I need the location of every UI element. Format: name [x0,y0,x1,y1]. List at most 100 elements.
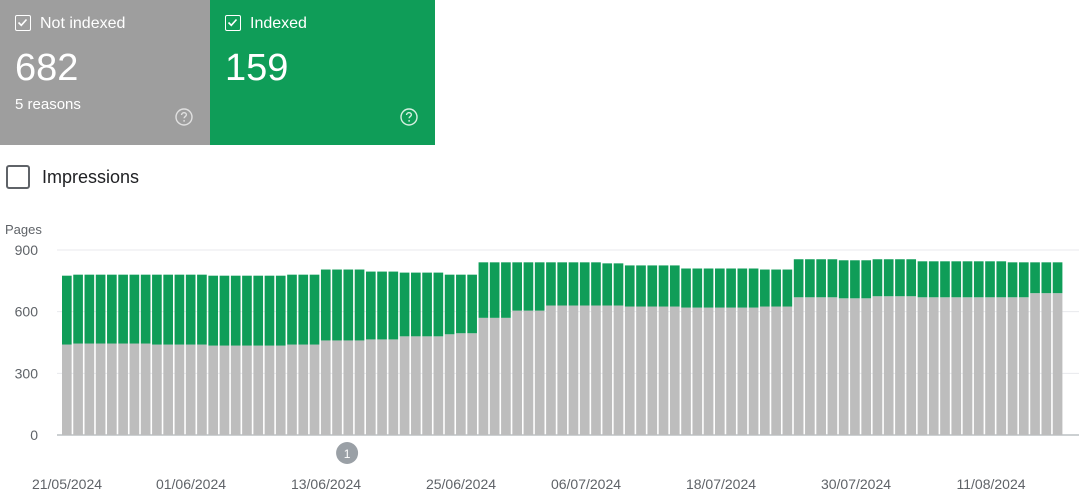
y-tick-label: 300 [15,365,39,381]
bar-indexed [962,261,973,298]
bar-indexed [850,260,860,299]
bar-not-indexed [996,297,1007,435]
bar-indexed [1018,262,1029,298]
not-indexed-card[interactable]: Not indexed 682 5 reasons [0,0,210,145]
y-axis-label: Pages [5,222,42,237]
not-indexed-count: 682 [15,47,79,89]
bar-indexed [456,274,466,334]
y-tick-label: 900 [15,242,39,258]
bar-not-indexed [433,336,444,435]
bar-indexed [1007,262,1018,298]
bar-not-indexed [602,305,613,435]
x-tick-label: 01/06/2024 [156,476,226,492]
bar-not-indexed [275,345,286,435]
annotation-label: 1 [344,447,351,461]
annotation-marker [336,442,359,464]
bar-indexed [928,261,939,298]
not-indexed-checkbox[interactable] [15,15,31,31]
bar-not-indexed [726,307,736,435]
x-tick-label: 25/06/2024 [426,476,496,492]
bar-indexed [309,274,320,345]
bar-indexed [602,263,613,306]
bar-not-indexed [129,343,140,435]
x-tick-label: 06/07/2024 [551,476,621,492]
bar-not-indexed [1041,293,1052,435]
bar-indexed [208,275,219,346]
bar-not-indexed [185,344,196,435]
pages-chart: Pages 0 300 600 900 1 21/05/2024 01/06/2024 13/0… [5,222,1079,492]
x-tick-label: 30/07/2024 [821,476,891,492]
bar-not-indexed [1018,297,1029,435]
bar-not-indexed [534,310,545,435]
indexed-checkbox[interactable] [225,15,241,31]
bar-not-indexed [253,345,264,435]
impressions-checkbox[interactable] [6,165,30,189]
bar-indexed [793,259,804,298]
bar-indexed [84,274,95,344]
bar-indexed [579,262,590,306]
bar-indexed [332,269,342,341]
bar-not-indexed [332,340,342,435]
bar-not-indexed [951,297,962,435]
bar-not-indexed [737,307,748,435]
bar-not-indexed [793,297,804,435]
y-tick-label: 600 [15,304,39,320]
bar-indexed [624,265,635,307]
bar-not-indexed [771,306,781,435]
bar-not-indexed [365,339,376,435]
bar-indexed [827,259,838,298]
bar-indexed [636,265,646,307]
impressions-label: Impressions [42,167,140,187]
check-icon [227,18,238,27]
bar-not-indexed [422,336,432,435]
bar-indexed [861,260,872,299]
bar-not-indexed [118,343,128,435]
bar-indexed [658,265,669,307]
bar-indexed [613,263,624,306]
bar-not-indexed [940,297,950,435]
bar-not-indexed [309,344,320,435]
bar-not-indexed [624,306,635,435]
bar-indexed [546,262,556,306]
bar-not-indexed [579,305,590,435]
bar-not-indexed [703,307,714,435]
bar-not-indexed [152,344,162,435]
bar-indexed [523,262,534,311]
bar-indexed [365,271,376,340]
help-circle-icon[interactable] [175,108,193,126]
bar-indexed [534,262,545,311]
bar-indexed [185,274,196,345]
indexed-label: Indexed [250,15,307,32]
bar-indexed [985,261,995,298]
bar-not-indexed [219,345,230,435]
bar-not-indexed [320,340,331,435]
bar-indexed [298,274,309,345]
bar-not-indexed [501,317,511,435]
bar-indexed [714,268,725,308]
bar-indexed [62,275,72,345]
bar-indexed [163,274,173,345]
bar-not-indexed [782,306,793,435]
help-circle-icon[interactable] [400,108,418,126]
bar-indexed [433,272,444,337]
bar-not-indexed [985,297,995,435]
indexed-card[interactable]: Indexed 159 [210,0,435,145]
bar-indexed [343,269,354,341]
bar-indexed [129,274,140,344]
bar-indexed [669,265,680,307]
bar-not-indexed [62,344,72,435]
bar-indexed [951,261,962,298]
y-tick-label: 0 [30,427,38,443]
x-tick-label: 21/05/2024 [32,476,102,492]
bar-indexed [748,268,759,308]
not-indexed-label: Not indexed [40,15,126,32]
bar-not-indexed [872,296,883,435]
bar-indexed [996,261,1007,298]
bar-indexed [287,274,297,345]
bar-not-indexed [838,298,849,435]
bar-not-indexed [906,296,917,435]
bar-indexed [557,262,568,306]
bar-not-indexed [456,333,466,435]
bar-not-indexed [343,340,354,435]
bar-indexed [1041,262,1052,294]
